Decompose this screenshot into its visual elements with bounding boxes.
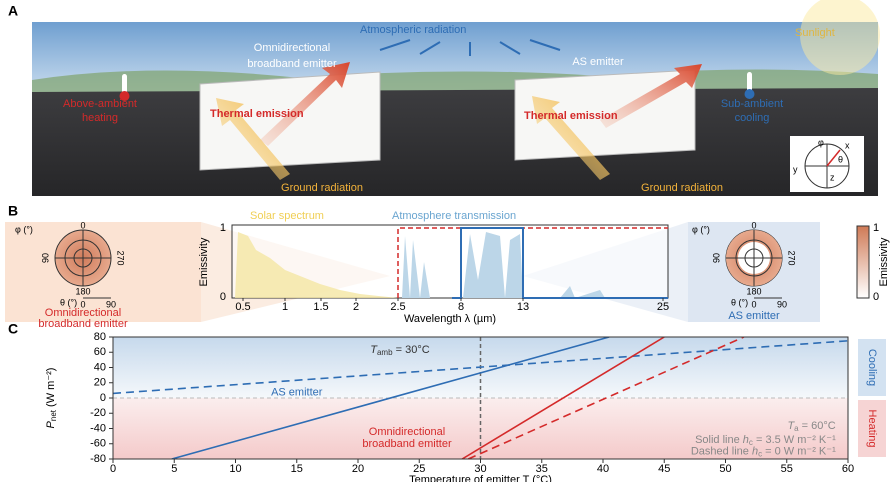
x-tick-label: 0 [110,463,116,475]
region-label: Cooling [866,349,878,386]
polar-phi: φ (°) [15,224,33,234]
x-tick-label: 40 [597,463,609,475]
x-axis-label: Wavelength λ (µm) [404,313,496,325]
figure: A Atmospheric radiation Sunlight Omnidir… [0,0,890,482]
y-tick-label: -20 [90,407,106,419]
x-tick-label: 20 [352,463,364,475]
thermometer [120,91,130,101]
cooling-label: cooling [735,112,770,124]
panel-label: C [8,321,18,337]
y-tick-label: -60 [90,438,106,450]
x-ticks: 0.5 1 1.5 2 2.5 8 13 25 [235,298,669,313]
x-tick-label: 55 [781,463,793,475]
polar-phi: φ (°) [692,224,710,234]
solar-label: Solar spectrum [250,210,324,222]
polar-caption: AS emitter [728,310,780,322]
axis-symbol: x [845,140,850,150]
x-tick-label: 2.5 [390,301,405,313]
polar-tick: 180 [75,286,90,296]
annotation-part: = 0 W m⁻² K⁻¹ [762,445,836,457]
polar-tick: 90 [40,253,50,263]
polar-theta: θ (°) [60,297,77,307]
polar-tick: 270 [116,250,126,265]
ground-label: Ground radiation [641,182,723,194]
series-label: Omnidirectional [369,426,445,438]
cooling-label: Sub-ambient [721,98,783,110]
colorbar-tick: 0 [873,291,879,303]
net-power-chart: Cooling Heating -80 -60 -40 -20 0 20 40 60 80 0 5 10 1… [45,331,886,482]
x-tick-label: 25 [657,301,669,313]
y-label-part: (W m⁻²) [45,368,57,410]
polar-tick: 90 [711,253,721,263]
x-tick-label: 45 [658,463,670,475]
x-tick-label: 50 [719,463,731,475]
series-label: AS emitter [271,387,323,399]
polar-caption: broadband emitter [38,318,128,330]
polar-theta: θ (°) [731,297,748,307]
omni-title: broadband emitter [247,58,337,70]
x-tick-label: 0.5 [235,301,250,313]
annotation-part: = 60°C [799,420,836,432]
annotation-part: Dashed line [691,445,752,457]
y-tick-label: 0 [220,291,226,303]
y-tick-label: -40 [90,422,106,434]
y-axis-label: Emissivity [198,237,210,286]
colorbar [857,226,869,298]
y-tick-label: 1 [220,222,226,234]
colorbar-label: Emissivity [878,237,890,286]
polar-plot [55,230,111,286]
y-tick-label: 20 [94,377,106,389]
panel-label: A [8,3,18,19]
polar-plot [726,230,782,286]
y-axis-label: Pnet (W m⁻²) [45,368,58,429]
panel-label: B [8,203,18,219]
thermal-label: Thermal emission [210,108,304,120]
sunlight-label: Sunlight [795,27,835,39]
x-tick-label: 13 [517,301,529,313]
x-tick-label: 8 [458,301,464,313]
axis-symbol: z [830,172,835,182]
polar-tick: 270 [787,250,797,265]
theta-tick: 90 [777,299,787,309]
as-title: AS emitter [572,56,624,68]
y-tick-label: 0 [100,392,106,404]
x-tick-label: 2 [353,301,359,313]
annotation: Dashed line hc = 0 W m⁻² K⁻¹ [691,445,836,458]
x-tick-label: 5 [171,463,177,475]
x-axis-label: Temperature of emitter T (°C) [409,474,552,482]
y-tick-label: 40 [94,361,106,373]
annotation-part: = 3.5 W m⁻² K⁻¹ [753,434,836,446]
y-tick-label: 60 [94,346,106,358]
heating-label: heating [82,112,118,124]
y-tick-label: -80 [90,453,106,465]
subscript: amb [377,348,393,357]
colorbar-tick: 1 [873,222,879,234]
polar-tick: 180 [746,286,761,296]
annotation-part: = 30°C [393,344,430,356]
y-tick-label: 80 [94,331,106,343]
omni-title: Omnidirectional [254,42,330,54]
polar-tick: 0 [80,220,85,230]
thermal-label: Thermal emission [524,110,618,122]
x-tick-label: 60 [842,463,854,475]
series-label: broadband emitter [362,438,452,450]
annotation-part: Solid line [695,434,743,446]
subscript: net [49,409,58,421]
atmospheric-label: Atmospheric radiation [360,24,466,36]
ground-label: Ground radiation [281,182,363,194]
x-tick-label: 15 [291,463,303,475]
axis-symbol: θ [838,154,843,164]
x-tick-label: 1 [282,301,288,313]
theta-tick: 0 [751,299,756,309]
polar-tick: 0 [751,220,756,230]
axis-symbol: y [793,164,798,174]
atmosphere-label: Atmosphere transmission [392,210,516,222]
axis-symbol: φ [818,137,824,147]
x-tick-label: 1.5 [313,301,328,313]
x-tick-label: 10 [229,463,241,475]
region-label: Heating [866,410,878,448]
